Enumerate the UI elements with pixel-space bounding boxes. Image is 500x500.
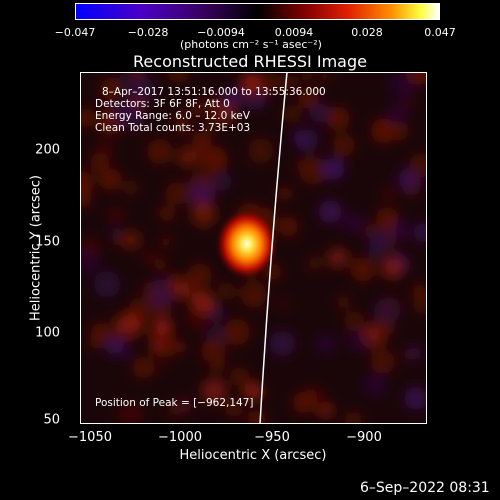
colorbar-tick: 0.0094 [274,26,314,39]
colorbar [75,3,440,20]
x-tick-label: −950 [254,430,290,445]
plot-title: Reconstructed RHESSI Image [133,52,367,71]
peak-position: Position of Peak = [−962,147] [95,397,254,409]
algorithm-counts: Clean Total counts: 3.73E+03 [95,122,251,134]
colorbar-tick: 0.028 [351,26,383,39]
x-tick-label: −1050 [68,430,112,445]
y-tick-label: 50 [43,412,60,428]
x-tick-label: −900 [346,430,382,445]
x-tick-label: −1000 [158,430,202,445]
footer-date: 6–Sep–2022 08:31 [360,480,490,496]
x-axis-label: Heliocentric X (arcsec) [179,448,327,463]
colorbar-tick: −0.047 [54,26,96,39]
colorbar-tick: −0.028 [127,26,169,39]
time-range: 8–Apr–2017 13:51:16.000 to 13:55:36.000 [102,86,326,98]
colorbar-tick: 0.047 [424,26,456,39]
colorbar-tick: −0.0094 [197,26,245,39]
rhessi-image [80,72,427,424]
plot-frame [80,72,427,424]
y-axis-label: Heliocentric Y (arcsec) [28,175,44,321]
energy-range: Energy Range: 6.0 – 12.0 keV [95,110,250,122]
detectors: Detectors: 3F 6F 8F, Att 0 [95,98,230,110]
y-tick-label: 150 [35,234,60,250]
y-tick-label: 100 [35,325,60,341]
y-tick-label: 200 [35,142,60,158]
colorbar-unit: (photons cm⁻² s⁻¹ asec⁻²) [180,38,322,51]
